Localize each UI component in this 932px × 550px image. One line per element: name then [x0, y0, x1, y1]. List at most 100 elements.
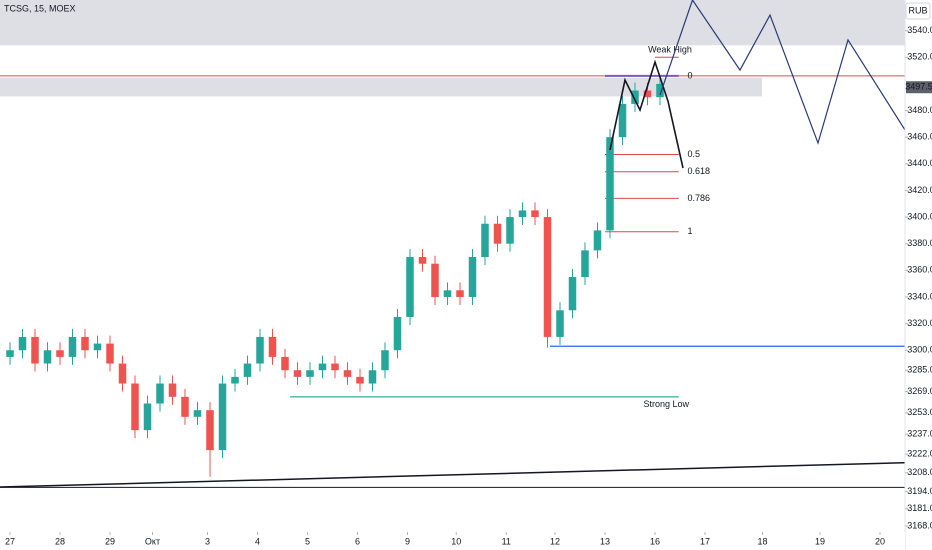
- candle-body: [18, 336, 27, 351]
- x-tick-label: 29: [105, 536, 115, 546]
- fib-label: 0.786: [688, 193, 711, 203]
- candle-body: [281, 356, 289, 371]
- last-price-tag: [906, 81, 932, 94]
- candle-body: [306, 370, 314, 377]
- candle-body: [581, 250, 589, 277]
- candle-body: [231, 376, 239, 384]
- strong-low-label: Strong Low: [643, 399, 689, 409]
- fib-label: 0.618: [688, 166, 711, 176]
- y-tick-label: 3380.0: [907, 238, 932, 248]
- candle-body: [468, 257, 477, 297]
- x-tick-label: 20: [875, 536, 885, 546]
- currency-box[interactable]: [905, 2, 931, 20]
- x-tick-label: 19: [815, 536, 825, 546]
- pattern-line: [609, 59, 684, 169]
- candle-body: [68, 336, 77, 357]
- fib-label: 0.5: [688, 149, 701, 159]
- y-tick-label: 3285.0: [907, 365, 932, 375]
- candle-body: [531, 210, 539, 218]
- candle-body: [618, 103, 627, 138]
- y-tick-label: 3269.0: [907, 386, 932, 396]
- x-tick-label: 16: [650, 536, 660, 546]
- currency: RUB: [908, 5, 927, 15]
- last-price-label: 3497.5: [905, 82, 932, 92]
- x-tick-label: 5: [305, 536, 310, 546]
- candle-body: [606, 137, 614, 231]
- y-tick-label: 3181.0: [907, 503, 932, 513]
- candle-body: [356, 376, 364, 384]
- candle-body: [168, 383, 177, 397]
- candle-body: [293, 370, 302, 377]
- candle-body: [56, 350, 64, 357]
- candle-body: [493, 223, 502, 244]
- candle-body: [156, 383, 164, 404]
- candle-body: [143, 403, 152, 431]
- projection-line: [659, 0, 906, 145]
- candle-body: [368, 370, 377, 384]
- candle-body: [443, 290, 452, 297]
- candle-body: [506, 217, 514, 244]
- candle-body: [568, 276, 577, 311]
- candle-body: [243, 363, 252, 377]
- x-tick-label: Окт: [145, 536, 160, 546]
- y-tick-label: 3440.0: [907, 158, 932, 168]
- candle-body: [268, 336, 277, 357]
- candle-body: [31, 336, 39, 364]
- fib-label: 0: [688, 70, 693, 80]
- candle-body: [643, 90, 652, 98]
- candle-body: [193, 410, 202, 417]
- candle-body: [218, 383, 227, 451]
- fib-label: 1: [688, 226, 693, 236]
- y-tick-label: 3300.0: [907, 345, 932, 355]
- time-axis: [0, 532, 905, 550]
- trendline: [0, 461, 932, 488]
- candle-body: [181, 396, 189, 417]
- x-tick-label: 12: [550, 536, 560, 546]
- candle-body: [81, 336, 89, 351]
- y-tick-label: 3420.0: [907, 185, 932, 195]
- candle-body: [431, 263, 439, 297]
- y-tick-label: 3237.0: [907, 429, 932, 439]
- candle-body: [318, 363, 327, 371]
- candle-body: [381, 350, 389, 371]
- candle-body: [43, 350, 52, 364]
- candle-body: [518, 210, 527, 218]
- candle-body: [331, 363, 339, 371]
- y-tick-label: 3222.0: [907, 448, 932, 458]
- y-tick-label: 3540.0: [907, 25, 932, 35]
- candle-body: [6, 350, 14, 357]
- y-tick-label: 3168.0: [907, 520, 932, 530]
- x-tick-label: 3: [205, 536, 210, 546]
- candle-body: [543, 217, 552, 337]
- candle-body: [418, 257, 427, 264]
- candle-body: [393, 316, 402, 351]
- candle-body: [206, 410, 214, 451]
- x-tick-label: 6: [355, 536, 360, 546]
- x-tick-label: 17: [700, 536, 710, 546]
- y-tick-label: 3480.0: [907, 105, 932, 115]
- weak-high-label: Weak High: [648, 45, 692, 55]
- x-tick-label: 27: [5, 536, 15, 546]
- candle-body: [118, 363, 127, 384]
- candle-body: [93, 343, 102, 351]
- x-tick-label: 28: [55, 536, 65, 546]
- candle-body: [556, 310, 564, 337]
- y-tick-label: 3460.0: [907, 132, 932, 142]
- y-tick-label: 3520.0: [907, 52, 932, 62]
- candle-body: [406, 257, 414, 317]
- x-tick-label: 11: [502, 536, 511, 546]
- x-tick-label: 9: [405, 536, 410, 546]
- candle-body: [256, 336, 264, 364]
- y-tick-label: 3208.0: [907, 467, 932, 477]
- candle-body: [343, 370, 352, 377]
- candle-body: [656, 83, 664, 98]
- candle-body: [481, 223, 489, 258]
- y-tick-label: 3360.0: [907, 265, 932, 275]
- chart-title: TCSG, 15, MOEX: [4, 3, 76, 13]
- x-tick-label: 18: [757, 536, 767, 546]
- y-tick-label: 3340.0: [907, 291, 932, 301]
- candle-body: [131, 383, 139, 431]
- x-tick-label: 13: [600, 536, 610, 546]
- y-tick-label: 3253.0: [907, 407, 932, 417]
